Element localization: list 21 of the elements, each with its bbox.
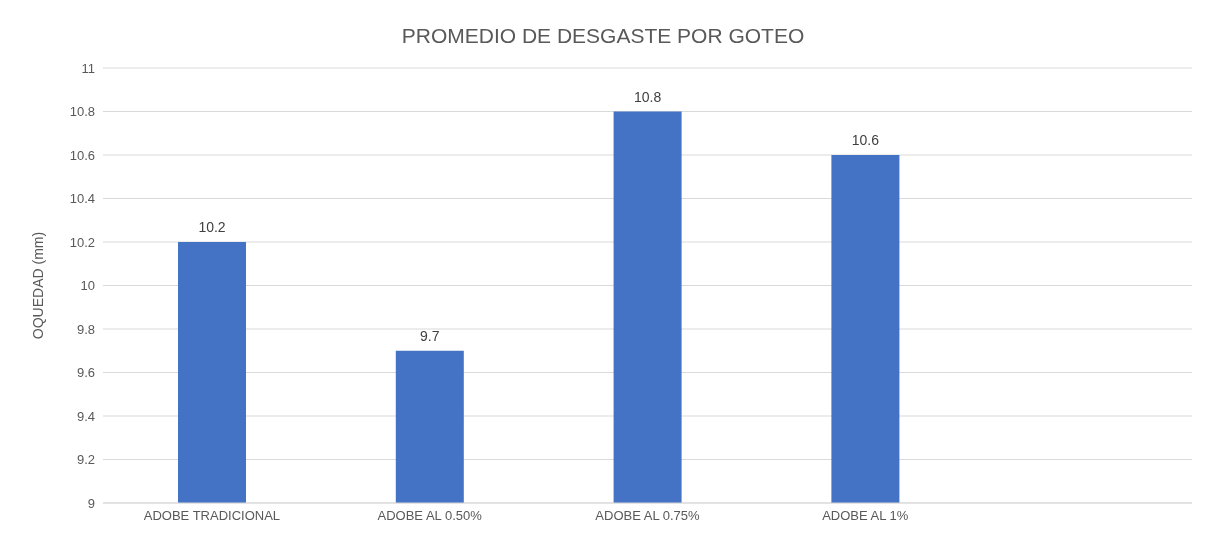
y-tick-label: 10 [80,278,95,294]
x-tick-label: ADOBE AL 1% [822,508,909,524]
data-label: 10.2 [198,219,226,235]
x-tick-label: ADOBE AL 0.75% [595,508,701,524]
y-tick-label: 10.8 [69,104,95,120]
y-tick-label: 9.2 [76,452,95,468]
x-tick-label: ADOBE TRADICIONAL [143,508,281,524]
y-tick-label: 11 [81,60,95,76]
data-label: 9.7 [420,327,440,344]
x-tick-label: ADOBE AL 0.50% [377,508,483,524]
y-tick-label: 9.4 [76,408,95,424]
data-label: 10.8 [633,88,662,105]
y-tick-label: 10.2 [69,234,95,250]
y-tick-label: 9 [87,495,95,511]
y-axis-title: OQUEDAD (mm) [29,231,46,340]
y-tick-label: 9.6 [76,365,95,381]
y-tick-label: 10.6 [69,147,95,163]
y-tick-label: 10.4 [69,191,95,207]
chart-title: PROMEDIO DE DESGASTE POR GOTEO [400,23,806,49]
data-label: 10.6 [851,132,880,148]
y-tick-label: 9.8 [76,321,95,337]
